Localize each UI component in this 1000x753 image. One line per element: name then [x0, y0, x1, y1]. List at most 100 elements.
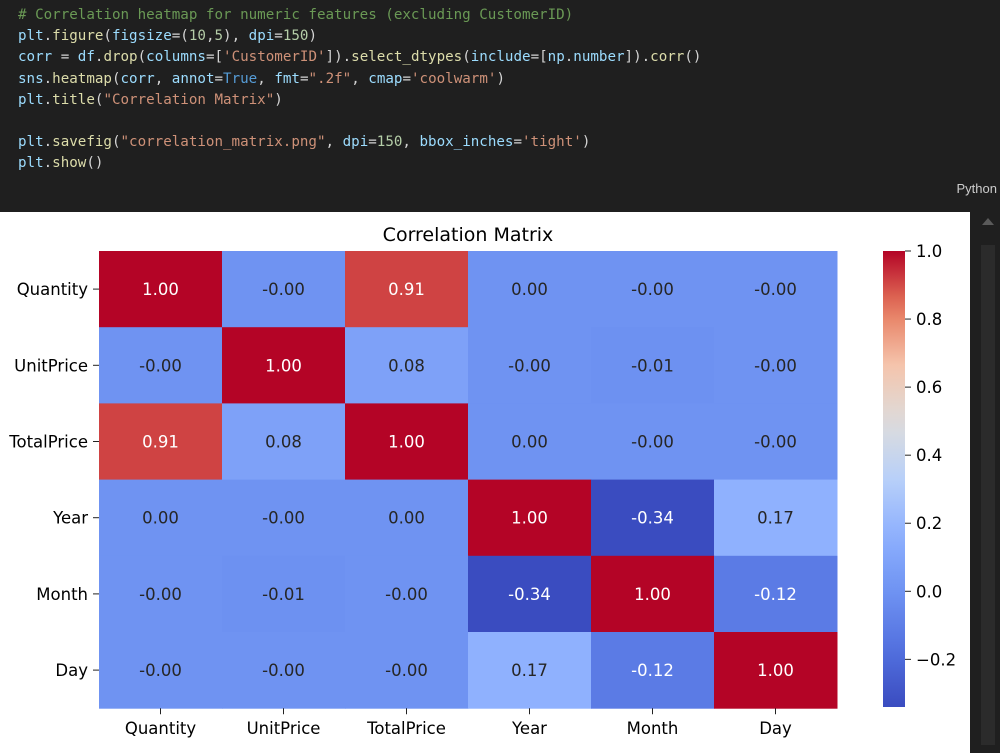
code-token: . [94, 49, 104, 66]
heatmap-cell [99, 403, 223, 481]
cell-annotation: -0.01 [262, 585, 305, 604]
heatmap-cell [345, 251, 469, 328]
heatmap-cell [468, 479, 592, 557]
code-token: ]). [325, 49, 352, 66]
code-line[interactable]: plt.title("Correlation Matrix") [18, 90, 701, 111]
code-editor[interactable]: # Correlation heatmap for numeric featur… [18, 5, 701, 175]
cell-annotation: -0.00 [631, 280, 674, 299]
code-token: sns [18, 70, 44, 87]
cell-annotation: 1.00 [757, 661, 794, 680]
code-token: corr [650, 49, 685, 66]
cell-annotation: 1.00 [511, 509, 548, 528]
code-token: corr [18, 49, 53, 66]
code-token: show [52, 155, 87, 172]
code-line[interactable]: plt.show() [18, 153, 701, 174]
code-token: = [402, 70, 412, 87]
cell-annotation: -0.00 [385, 661, 428, 680]
cell-annotation: -0.00 [139, 585, 182, 604]
code-token: . [43, 91, 53, 108]
code-token: = [52, 49, 78, 66]
colorbar-tick-label: −0.2 [916, 650, 956, 669]
heatmap-cell [591, 327, 715, 404]
language-label[interactable]: Python [956, 181, 997, 196]
cell-annotation: 0.00 [511, 433, 548, 452]
heatmap-cell [714, 632, 838, 709]
colorbar-tick-label: 1.0 [916, 242, 942, 261]
code-token: ( [103, 28, 112, 45]
colorbar-tick-label: 0.8 [916, 310, 942, 329]
cell-annotation: -0.00 [262, 280, 305, 299]
cell-annotation: 0.08 [388, 356, 425, 375]
code-token: title [52, 91, 95, 108]
code-token: select_dtypes [351, 49, 463, 66]
code-token: ) [496, 70, 505, 87]
heatmap-cell [591, 251, 715, 328]
heatmap-cell [468, 555, 592, 633]
code-token: drop [103, 49, 138, 66]
y-tick-label: Month [36, 585, 88, 604]
code-token: =( [171, 28, 189, 45]
code-token: plt [18, 134, 44, 151]
code-token: 150 [282, 28, 309, 45]
code-cell[interactable]: # Correlation heatmap for numeric featur… [0, 0, 1000, 200]
code-token: corr [120, 70, 155, 87]
code-token: . [43, 155, 53, 172]
cell-annotation: 1.00 [388, 433, 425, 452]
cell-annotation: 1.00 [265, 356, 302, 375]
code-token: savefig [52, 134, 112, 151]
x-tick-label: Year [511, 719, 547, 738]
code-line[interactable] [18, 111, 701, 132]
code-token: ( [94, 91, 104, 108]
cell-annotation: -0.00 [754, 356, 797, 375]
cell-annotation: -0.00 [262, 509, 305, 528]
heatmap-cell [99, 479, 223, 557]
cell-annotation: -0.00 [139, 661, 182, 680]
code-line[interactable]: corr = df.drop(columns=['CustomerID']).s… [18, 47, 701, 68]
code-token: 'tight' [522, 134, 582, 151]
cell-annotation: -0.34 [631, 509, 674, 528]
cell-annotation: -0.00 [262, 661, 305, 680]
heatmap-cell [714, 251, 838, 328]
heatmap-cell [222, 251, 346, 328]
code-token: "correlation_matrix.png" [120, 134, 326, 151]
code-line[interactable]: plt.figure(figsize=(10,5), dpi=150) [18, 26, 701, 47]
code-token: columns [146, 49, 206, 66]
heatmap-cell [591, 403, 715, 481]
code-token: . [564, 49, 574, 66]
code-token: number [573, 49, 625, 66]
cell-annotation: -0.12 [631, 661, 674, 680]
cell-annotation: -0.00 [754, 433, 797, 452]
x-tick-label: TotalPrice [366, 719, 446, 738]
code-token: True [223, 70, 258, 87]
code-token: = [299, 70, 309, 87]
code-token: 'CustomerID' [223, 49, 326, 66]
heatmap-cell [99, 632, 223, 709]
scroll-up-arrow-icon[interactable] [982, 218, 994, 225]
code-token: , [351, 70, 369, 87]
y-axis-labels: Quantity UnitPrice TotalPrice Year Month Day [8, 280, 99, 680]
cell-annotation: 0.91 [388, 280, 425, 299]
colorbar-tick-label: 0.4 [916, 446, 942, 465]
heatmap-cell [222, 555, 346, 633]
heatmap-cell [714, 479, 838, 557]
code-token: "Correlation Matrix" [103, 91, 275, 108]
heatmap-cell [591, 632, 715, 709]
code-token: ( [111, 70, 121, 87]
y-tick-label: Year [52, 509, 88, 528]
heatmap-cell [345, 555, 469, 633]
code-token: = [274, 28, 283, 45]
code-line[interactable]: plt.savefig("correlation_matrix.png", dp… [18, 132, 701, 153]
colorbar-ticks: 1.0 0.8 0.6 0.4 0.2 0.0 −0.2 [905, 242, 956, 669]
heatmap-cell [591, 479, 715, 557]
cell-annotation: 0.00 [511, 280, 548, 299]
code-token: ".2f" [308, 70, 352, 87]
x-tick-label: Quantity [125, 719, 197, 738]
code-line[interactable]: # Correlation heatmap for numeric featur… [18, 5, 701, 26]
scrollbar-thumb[interactable] [981, 245, 995, 745]
code-token: = [513, 134, 523, 151]
heatmap-cell [714, 327, 838, 404]
heatmap-cell [468, 327, 592, 404]
heatmap-cell [345, 327, 469, 404]
code-line[interactable]: sns.heatmap(corr, annot=True, fmt=".2f",… [18, 69, 701, 90]
code-token: plt [18, 28, 44, 45]
